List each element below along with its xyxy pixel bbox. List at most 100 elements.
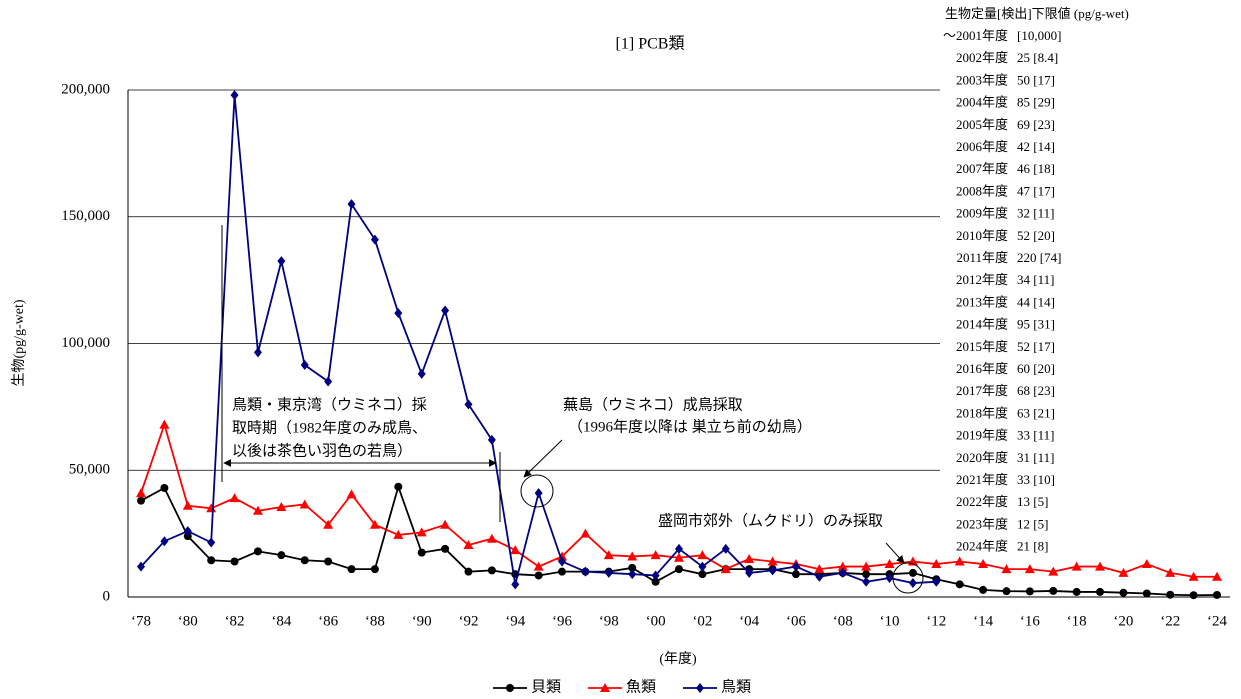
point [1025, 587, 1034, 596]
point [137, 561, 145, 572]
point [253, 347, 262, 358]
detection-limits: 生物定量[検出]下限値 (pg/g-wet) ～2001年度 [10,000] 200… [943, 6, 1129, 554]
point [393, 529, 404, 539]
point [908, 578, 917, 589]
limits-value: 34 [11] [1017, 272, 1054, 287]
limits-year: 2016年度 [956, 361, 1008, 376]
limits-year: 2019年度 [956, 428, 1008, 443]
limits-year: 2017年度 [956, 383, 1008, 398]
point [487, 566, 496, 575]
point [441, 544, 450, 553]
point [791, 570, 800, 579]
point [1141, 559, 1152, 569]
y-axis-label: 生物(pg/g-wet) [11, 299, 27, 386]
point [1049, 586, 1058, 595]
limits-year: 2024年度 [956, 539, 1008, 554]
point [862, 576, 871, 587]
point [557, 551, 568, 561]
point [1142, 589, 1151, 598]
legend-marker [696, 683, 704, 693]
point [767, 556, 778, 566]
legend-label: 魚類 [626, 678, 656, 695]
point [487, 434, 496, 445]
point [580, 528, 591, 538]
x-tick-label: ‘22 [1160, 613, 1180, 629]
limits-year: 2012年度 [956, 272, 1008, 287]
point [651, 577, 660, 586]
limits-year: 2003年度 [956, 72, 1008, 87]
point [745, 567, 754, 578]
limits-value: 13 [5] [1017, 494, 1048, 509]
limits-value: 220 [74] [1017, 250, 1061, 265]
point [628, 569, 637, 580]
limits-year: 2022年度 [956, 494, 1008, 509]
point [324, 376, 333, 387]
point [370, 565, 379, 574]
limits-year: 2009年度 [956, 206, 1008, 221]
point [581, 566, 590, 577]
point [884, 559, 895, 569]
point [1002, 587, 1011, 596]
point [324, 557, 333, 566]
point [253, 547, 262, 556]
point [347, 199, 356, 210]
limits-value: 68 [23] [1017, 383, 1055, 398]
point [675, 543, 683, 554]
x-tick-label: ‘08 [833, 613, 853, 629]
point [534, 571, 543, 580]
point [558, 567, 567, 576]
point [885, 572, 894, 583]
point [183, 526, 192, 537]
x-tick-label: ‘10 [880, 613, 900, 629]
annotation: （1996年度以降は 巣立ち前の幼鳥） [568, 417, 812, 435]
grid: 0 50,000 100,000 150,000 200,000 ‘78 ‘80 ‘82 ‘84… [61, 81, 1230, 629]
point [300, 360, 309, 371]
point [979, 585, 988, 594]
limits-year: 2011年度 [956, 250, 1008, 265]
series [136, 90, 1222, 600]
x-tick-label: ‘98 [599, 613, 619, 629]
x-tick-label: ‘96 [552, 613, 572, 629]
point [1048, 566, 1059, 576]
point [1001, 564, 1012, 574]
limits-value: 12 [5] [1017, 516, 1048, 531]
legend-marker [506, 684, 514, 692]
legend: 貝類 魚類 鳥類 [493, 677, 751, 695]
annotation-shapes [221, 225, 924, 594]
point [815, 571, 824, 582]
y-tick-label: 50,000 [69, 462, 110, 478]
point [651, 570, 660, 581]
point [1119, 588, 1128, 597]
point [674, 552, 684, 562]
limits-year: 2004年度 [956, 95, 1008, 110]
limits-bg [940, 0, 1241, 556]
limits-value: 44 [14] [1017, 294, 1055, 309]
annotation: 取時期（1982年度のみ成鳥、 [232, 418, 427, 436]
point [838, 567, 847, 578]
legend-label: 鳥類 [721, 677, 751, 695]
point [464, 399, 473, 410]
point [1213, 590, 1221, 599]
x-tick-label: ‘02 [692, 613, 712, 629]
point [558, 556, 567, 567]
annotations: 鳥類・東京湾（ウミネコ）採取時期（1982年度のみ成鳥、以後は茶色い羽色の若鳥）… [232, 395, 883, 529]
point [182, 500, 193, 510]
point [277, 256, 286, 267]
limits-value: 32 [11] [1017, 206, 1054, 221]
point [1212, 571, 1222, 581]
point [370, 234, 379, 245]
y-tick-label: 150,000 [61, 208, 110, 224]
x-tick-label: ‘92 [458, 613, 478, 629]
point [347, 565, 356, 574]
point [159, 419, 170, 429]
point [511, 579, 520, 590]
x-tick-label: ‘14 [973, 613, 993, 629]
point [628, 563, 637, 572]
y-tick-label: 100,000 [61, 335, 110, 351]
limits-year: 2020年度 [956, 450, 1008, 465]
point [1165, 567, 1176, 577]
point [486, 533, 497, 543]
annotation: 以後は茶色い羽色の若鳥） [232, 441, 412, 459]
x-tick-label: ‘24 [1207, 613, 1227, 629]
point [160, 536, 169, 547]
